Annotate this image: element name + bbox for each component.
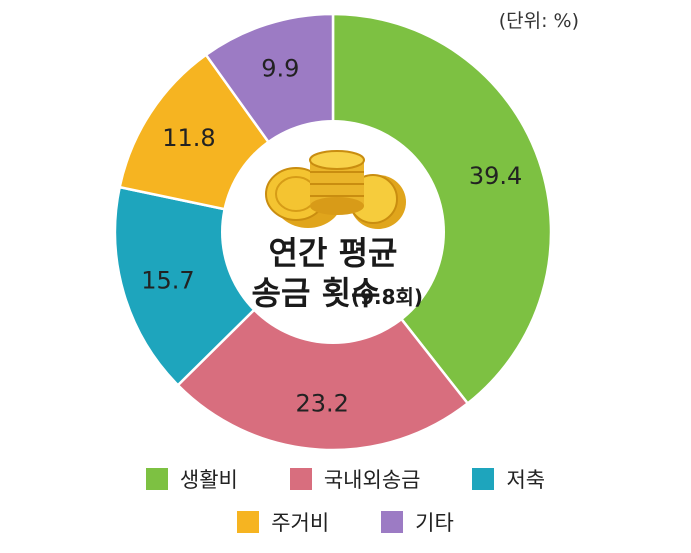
legend-swatch [145,468,168,490]
legend-item-living: 생활비 [145,464,238,494]
slice-living-value-label: 39.4 [469,162,522,190]
legend-swatch [237,511,260,533]
center-title-line2: 송금 횟수 [252,274,381,312]
slice-remittance-value-label: 23.2 [295,390,348,418]
legend-label: 기타 [415,511,454,535]
legend-label: 국내외송금 [323,468,421,492]
legend-label: 생활비 [179,468,238,492]
legend-swatch [381,511,404,533]
legend-item-housing: 주거비 [237,507,329,537]
legend-swatch [289,468,312,490]
legend-item-savings: 저축 [472,464,545,494]
legend-row-2: 주거비 기타 [0,507,691,537]
slice-other-value-label: 9.9 [261,54,299,82]
legend-item-remittance: 국내외송금 [289,464,421,494]
center-count-note: (9.8회) [351,285,423,309]
legend-item-other: 기타 [381,507,454,537]
legend-swatch [472,468,495,490]
unit-label: (단위: %) [498,10,579,32]
slice-housing-value-label: 11.8 [162,124,215,152]
gold-coins-icon [265,150,406,229]
legend-label: 주거비 [271,511,330,535]
donut-chart: 39.4 23.2 15.7 11.8 9.9 연간 평균 송금 횟수 (9.8회) [113,12,553,452]
legend-row-1: 생활비 국내외송금 저축 [0,464,691,494]
slice-savings-value-label: 15.7 [141,267,194,295]
legend-label: 저축 [506,468,546,492]
center-title-line1: 연간 평균 [269,234,398,272]
